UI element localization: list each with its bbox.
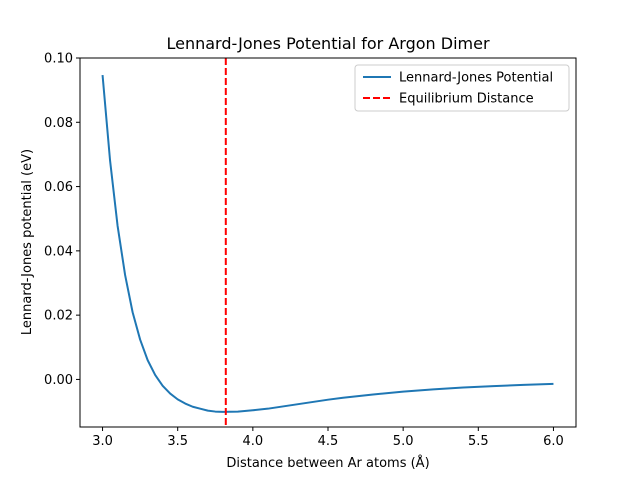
chart-title: Lennard-Jones Potential for Argon Dimer [166, 34, 489, 53]
x-tick-label: 4.5 [318, 434, 339, 449]
y-tick-label: 0.08 [44, 116, 73, 131]
y-tick-label: 0.00 [44, 373, 73, 388]
x-tick-label: 6.0 [543, 434, 564, 449]
legend-entry-0: Lennard-Jones Potential [399, 71, 553, 86]
y-axis: 0.00 0.02 0.04 0.06 0.08 0.10 [44, 52, 80, 388]
x-tick-label: 5.5 [468, 434, 489, 449]
legend-box [354, 64, 570, 112]
y-axis-label: Lennard-Jones potential (eV) [20, 149, 35, 335]
legend-entry-1: Equilibrium Distance [399, 92, 534, 107]
x-tick-label: 3.5 [167, 434, 188, 449]
y-tick-label: 0.04 [44, 244, 73, 259]
x-tick-label: 5.0 [393, 434, 414, 449]
x-axis: 3.0 3.5 4.0 4.5 5.0 5.5 6.0 [92, 427, 564, 449]
x-tick-label: 4.0 [243, 434, 264, 449]
y-tick-label: 0.10 [44, 52, 73, 67]
x-axis-label: Distance between Ar atoms (Å) [226, 455, 429, 471]
y-tick-label: 0.02 [44, 309, 73, 324]
series-line-0 [101, 74, 554, 413]
y-tick-label: 0.06 [44, 180, 73, 195]
x-tick-label: 3.0 [92, 434, 113, 449]
legend: Lennard-Jones Potential Equilibrium Dista… [354, 64, 570, 112]
